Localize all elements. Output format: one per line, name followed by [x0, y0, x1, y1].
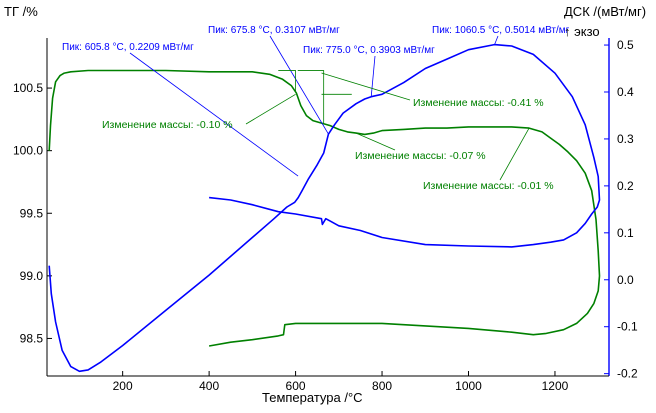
- y-right-tick-label: 0.4: [617, 85, 634, 99]
- peak-label: Пик: 675.8 °C, 0.3107 мВт/мг: [208, 25, 340, 36]
- peak-leader-line: [129, 52, 299, 177]
- y-right-tick-label: 0.1: [617, 226, 634, 240]
- y-right-tick-label: 0.0: [617, 273, 634, 287]
- y-left-tick-label: 99.0: [20, 269, 44, 283]
- mass-change-leader-line: [321, 72, 411, 101]
- x-tick-label: 200: [113, 379, 133, 393]
- y-left-tick-label: 99.5: [20, 206, 44, 220]
- peak-leader-line: [494, 35, 499, 45]
- y-left-tick-label: 100.0: [13, 144, 43, 158]
- x-tick-label: 600: [286, 379, 306, 393]
- peak-label: Пик: 775.0 °C, 0.3903 мВт/мг: [303, 45, 435, 56]
- y-right-tick-label: 0.5: [617, 38, 634, 52]
- axes: 200 400 600 800 1000 1200 98.5 99.0 99.5 100.0 100…: [13, 38, 638, 393]
- axis-labels: ТГ /% ДСК /(мВт/мг) ↑ экзо Температура /…: [4, 4, 646, 405]
- series: [48, 43, 601, 373]
- mass-step-bracket: [297, 70, 325, 124]
- dsc-series-line: [48, 43, 601, 373]
- peak-leader-line: [370, 55, 376, 97]
- mass-change-label: Изменение массы: -0.41 %: [413, 97, 544, 109]
- x-axis-title: Температура /°C: [262, 390, 363, 405]
- y-right-tick-label: 0.3: [617, 132, 634, 146]
- mass-change-leader-line: [355, 132, 396, 151]
- annotations: Пик: 605.8 °C, 0.2209 мВт/мг Пик: 675.8 °…: [62, 25, 570, 192]
- y-right-tick-label: -0.1: [617, 320, 638, 334]
- y-axis-left-title: ТГ /%: [4, 4, 38, 19]
- y-axis-right-sublabel: ↑ экзо: [564, 24, 600, 39]
- peak-label: Пик: 605.8 °C, 0.2209 мВт/мг: [62, 42, 194, 53]
- x-tick-label: 400: [199, 379, 219, 393]
- x-tick-label: 800: [372, 379, 392, 393]
- y-right-tick-label: 0.2: [617, 179, 634, 193]
- mass-change-label: Изменение массы: -0.01 %: [423, 180, 554, 192]
- peak-label: Пик: 1060.5 °C, 0.5014 мВт/мг: [432, 25, 570, 36]
- x-tick-label: 1000: [455, 379, 482, 393]
- y-left-tick-label: 98.5: [20, 331, 44, 345]
- mass-change-label: Изменение массы: -0.07 %: [355, 150, 486, 162]
- mass-change-leader-line: [499, 127, 530, 181]
- y-right-tick-label: -0.2: [617, 367, 638, 381]
- tg-series-line: [48, 69, 601, 347]
- y-axis-right-title: ДСК /(мВт/мг): [564, 4, 646, 19]
- mass-step-bracket: [278, 70, 296, 92]
- mass-change-label: Изменение массы: -0.10 %: [102, 119, 233, 131]
- peak-leader-line: [269, 35, 329, 135]
- mass-change-leader-line: [245, 93, 296, 125]
- y-left-tick-label: 100.5: [13, 81, 43, 95]
- x-tick-label: 1200: [542, 379, 569, 393]
